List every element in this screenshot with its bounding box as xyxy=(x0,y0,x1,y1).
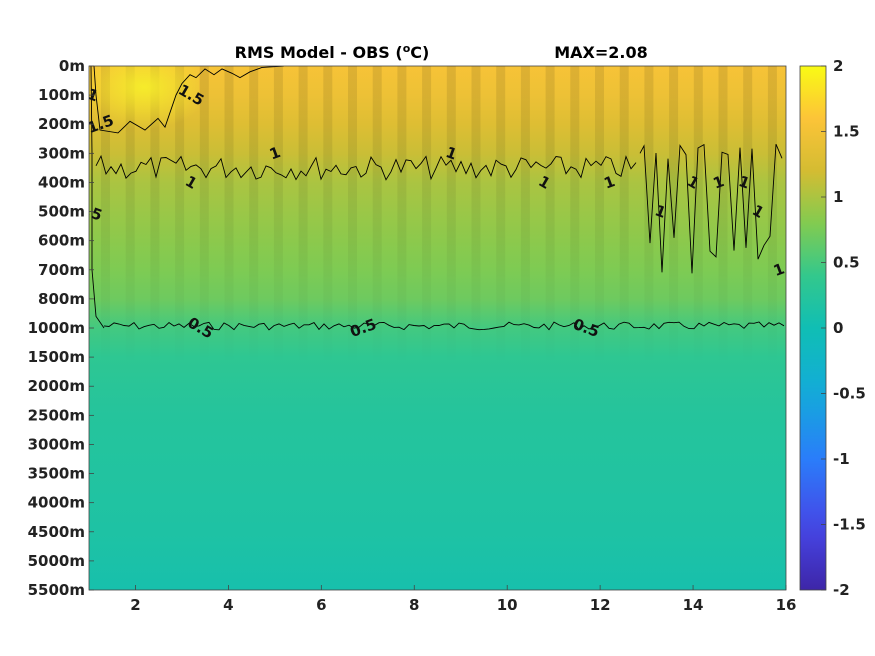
y-tick-label: 4500m xyxy=(28,523,85,541)
column-stripe xyxy=(150,66,160,366)
column-stripe xyxy=(422,66,432,366)
column-stripe xyxy=(669,66,679,366)
x-tick-label: 12 xyxy=(590,596,611,614)
y-tick-label: 800m xyxy=(38,290,85,308)
column-stripe xyxy=(446,66,456,366)
colorbar-ticks: 2 1.5 1 0.5 0 -0.5 -1 -1.5 -2 xyxy=(821,57,866,599)
column-stripe xyxy=(397,66,407,366)
column-stripe xyxy=(298,66,308,366)
x-tick-label: 10 xyxy=(497,596,518,614)
chart-title: RMS Model - OBS (oC) xyxy=(235,42,430,62)
x-tick-label: 6 xyxy=(316,596,326,614)
y-tick-label: 1000m xyxy=(28,319,85,337)
y-tick-label: 3000m xyxy=(28,435,85,453)
y-tick-label: 0m xyxy=(59,57,85,75)
colorbar-tick-label: -2 xyxy=(833,581,850,599)
y-tick-label: 5500m xyxy=(28,581,85,599)
x-tick-label: 2 xyxy=(130,596,140,614)
y-tick-label: 600m xyxy=(38,232,85,250)
y-tick-label: 2000m xyxy=(28,377,85,395)
column-stripe xyxy=(125,66,135,366)
colorbar-tick-label: 1 xyxy=(833,188,843,206)
x-axis-ticks: 2 4 6 8 10 12 14 16 xyxy=(130,585,796,614)
column-stripe xyxy=(224,66,234,366)
x-tick-label: 14 xyxy=(683,596,704,614)
column-stripe xyxy=(718,66,728,366)
column-stripe xyxy=(767,66,777,366)
colorbar-tick-label: -0.5 xyxy=(833,385,866,403)
column-stripe xyxy=(199,66,209,366)
column-stripe xyxy=(595,66,604,366)
column-stripe xyxy=(570,66,580,366)
max-value-label: MAX=2.08 xyxy=(554,43,648,62)
column-stripe xyxy=(496,66,506,366)
contour-label: 1 xyxy=(85,85,101,105)
column-stripe xyxy=(175,66,185,366)
y-axis-depth-ticks: 0m 100m 200m 300m 400m 500m 600m 700m 800m 1000m 1… xyxy=(28,57,94,599)
column-stripe xyxy=(348,66,357,366)
column-stripe xyxy=(323,66,333,366)
y-tick-label: 5000m xyxy=(28,552,85,570)
colorbar-tick-label: -1 xyxy=(833,450,850,468)
y-tick-label: 300m xyxy=(38,144,85,162)
y-tick-label: 200m xyxy=(38,115,85,133)
surface-hotspot xyxy=(89,66,199,136)
y-tick-label: 3500m xyxy=(28,465,85,483)
contour-1 xyxy=(95,154,637,181)
colorbar-tick-label: 1.5 xyxy=(833,123,860,141)
column-stripe xyxy=(619,66,629,366)
colorbar-tick-label: 0 xyxy=(833,319,843,337)
x-tick-label: 16 xyxy=(776,596,797,614)
column-stripe xyxy=(545,66,555,366)
colorbar-tick-label: 0.5 xyxy=(833,254,860,272)
heatmap-column-stripes xyxy=(101,66,777,366)
contour-0.5 xyxy=(103,321,785,331)
column-stripe xyxy=(644,66,654,366)
y-tick-label: 4000m xyxy=(28,494,85,512)
contour-1.5 xyxy=(93,66,285,134)
column-stripe xyxy=(693,66,703,366)
y-tick-label: 100m xyxy=(38,86,85,104)
x-tick-label: 4 xyxy=(223,596,233,614)
contour-1-right-spikes xyxy=(639,143,783,274)
colorbar-tick-label: 2 xyxy=(833,57,843,75)
column-stripe xyxy=(101,66,110,366)
column-stripe xyxy=(471,66,481,366)
colorbar-tick-label: -1.5 xyxy=(833,516,866,534)
y-tick-label: 400m xyxy=(38,173,85,191)
y-tick-label: 500m xyxy=(38,203,85,221)
x-tick-label: 8 xyxy=(409,596,419,614)
y-tick-label: 1500m xyxy=(28,348,85,366)
column-stripe xyxy=(249,66,259,366)
contour-label: 1 xyxy=(771,260,787,280)
column-stripe xyxy=(520,66,530,366)
column-stripe xyxy=(273,66,283,366)
y-tick-label: 700m xyxy=(38,261,85,279)
y-tick-label: 2500m xyxy=(28,406,85,424)
column-stripe xyxy=(372,66,382,366)
